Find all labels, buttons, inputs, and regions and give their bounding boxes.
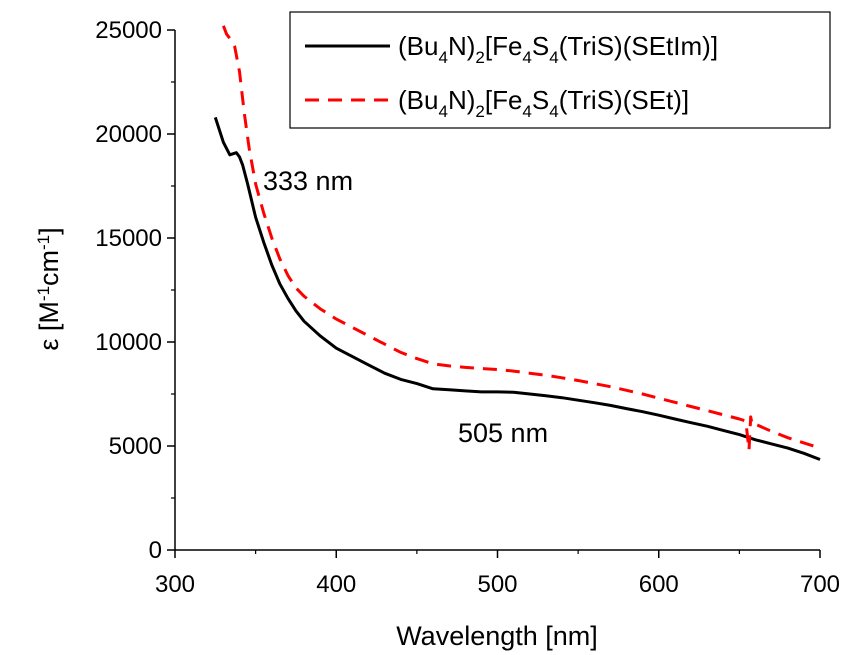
y-axis-title: ε [M-1cm-1] (34, 227, 65, 350)
y-axis-title-open: [M (34, 301, 64, 331)
annotation-505nm: 505 nm (458, 418, 548, 448)
y-tick-label: 25000 (95, 17, 162, 44)
y-tick-label: 20000 (95, 121, 162, 148)
y-tick-label: 15000 (95, 225, 162, 252)
legend-label-2: (Bu4N)2[Fe4S4(TriS)(SEt)] (398, 85, 689, 121)
legend: (Bu4N)2[Fe4S4(TriS)(SEtIm)] (Bu4N)2[Fe4S4… (289, 11, 831, 129)
x-tick-label: 700 (800, 571, 840, 598)
series-layer (213, 25, 821, 461)
y-tick-label: 5000 (109, 433, 162, 460)
legend-label-1: (Bu4N)2[Fe4S4(TriS)(SEtIm)] (398, 31, 718, 67)
y-axis-title-close: ] (34, 227, 64, 235)
series-line-1 (213, 116, 821, 461)
y-axis-title-exp1: -1 (34, 286, 53, 301)
legend-box (289, 11, 831, 129)
y-axis-title-middle: cm (34, 250, 64, 286)
y-tick-label: 10000 (95, 329, 162, 356)
x-tick-label: 600 (639, 571, 679, 598)
annotation-333nm: 333 nm (263, 166, 353, 196)
x-tick-label: 300 (155, 571, 195, 598)
y-axis-title-symbol: ε (34, 339, 64, 351)
annotations: 333 nm 505 nm (263, 166, 548, 448)
x-axis: 300 400 500 600 700 (155, 550, 840, 598)
y-tick-label: 0 (149, 537, 162, 564)
y-axis: 0 5000 10000 15000 20000 25000 (95, 17, 175, 564)
y-axis-title-exp2: -1 (34, 235, 53, 250)
x-tick-label: 400 (316, 571, 356, 598)
x-axis-title: Wavelength [nm] (396, 621, 598, 651)
series-line-2 (221, 25, 821, 452)
x-tick-label: 500 (477, 571, 517, 598)
